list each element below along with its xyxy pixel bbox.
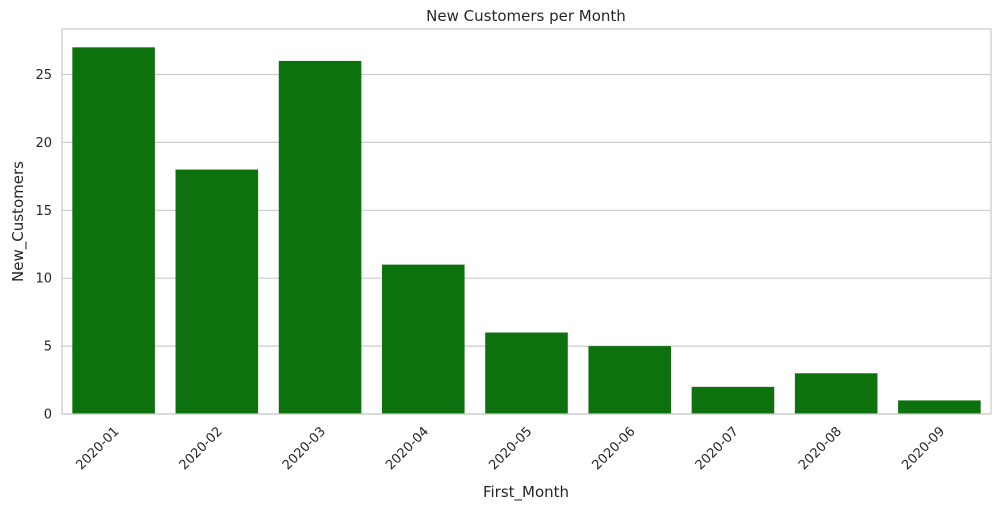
bar-2020-06 <box>588 346 672 414</box>
y-tick-label: 10 <box>35 272 52 287</box>
bar-2020-08 <box>794 373 878 414</box>
y-tick-label: 15 <box>35 204 52 219</box>
x-tick-label: 2020-07 <box>693 424 742 473</box>
y-axis-ticks: 0 5 10 15 20 25 <box>35 68 52 423</box>
y-tick-label: 5 <box>44 340 52 355</box>
bar-2020-04 <box>381 264 465 414</box>
x-tick-label: 2020-06 <box>590 424 639 473</box>
bar-2020-03 <box>278 60 362 415</box>
bar-2020-07 <box>691 386 775 414</box>
y-axis-label: New_Customers <box>9 161 28 282</box>
x-tick-label: 2020-03 <box>280 424 329 473</box>
x-tick-label: 2020-01 <box>73 424 122 473</box>
x-tick-label: 2020-02 <box>177 424 226 473</box>
plot-frame <box>61 28 992 415</box>
x-tick-label: 2020-08 <box>796 424 845 473</box>
bar-2020-09 <box>898 400 981 414</box>
bars <box>72 47 981 415</box>
x-tick-label: 2020-04 <box>383 424 432 473</box>
y-tick-label: 25 <box>35 68 52 83</box>
chart-title: New Customers per Month <box>426 7 626 25</box>
y-tick-label: 20 <box>35 136 52 151</box>
x-axis-ticks: 2020-01 2020-02 2020-03 2020-04 2020-05 2020-… <box>73 424 948 473</box>
y-tick-label: 0 <box>44 408 52 423</box>
bar-2020-02 <box>175 169 259 414</box>
x-tick-label: 2020-09 <box>899 424 948 473</box>
bar-2020-05 <box>485 332 568 414</box>
bar-2020-01 <box>72 47 155 414</box>
x-tick-label: 2020-05 <box>486 424 535 473</box>
x-axis-label: First_Month <box>483 483 569 502</box>
